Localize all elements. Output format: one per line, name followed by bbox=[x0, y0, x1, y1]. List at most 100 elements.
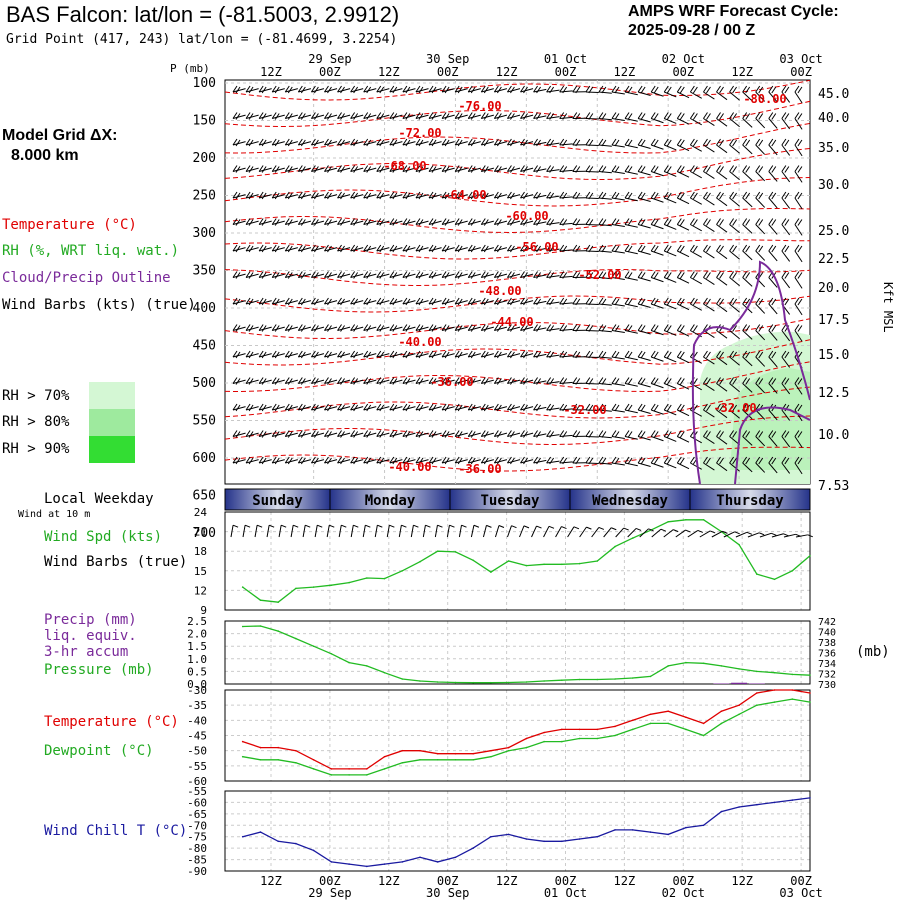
data-point bbox=[312, 849, 315, 852]
data-point bbox=[295, 637, 297, 640]
wind-barb bbox=[650, 271, 664, 283]
wind-barb bbox=[402, 271, 416, 279]
data-point bbox=[436, 681, 439, 683]
wind-barb bbox=[428, 138, 442, 147]
data-point bbox=[330, 861, 333, 863]
pressure-tick-label: 650 bbox=[193, 489, 216, 504]
pressure-axis-label: P (mb) bbox=[170, 62, 210, 75]
wind-barb bbox=[676, 430, 690, 443]
wind-barb bbox=[467, 112, 481, 120]
wind-barb bbox=[637, 244, 651, 255]
wind-barb bbox=[729, 112, 740, 128]
wind-barb-10m bbox=[723, 531, 740, 538]
data-point bbox=[738, 713, 740, 716]
data-point bbox=[720, 710, 723, 712]
wind-barb bbox=[637, 297, 651, 308]
wind-barb bbox=[428, 244, 442, 253]
wind-barb bbox=[676, 85, 690, 99]
wind-barb bbox=[624, 430, 638, 440]
wind-barb bbox=[310, 324, 325, 332]
wind-barb bbox=[689, 271, 702, 285]
wind-barb bbox=[611, 85, 625, 95]
wind-barb bbox=[337, 297, 351, 306]
wind-barb bbox=[258, 138, 272, 147]
wind-barb bbox=[650, 403, 664, 415]
wind-barb bbox=[284, 165, 298, 173]
wind-barb bbox=[310, 350, 325, 359]
panel-ytick-label: 0.5 bbox=[187, 665, 207, 678]
panel-ytick-label: 21 bbox=[194, 526, 207, 539]
wind-barb bbox=[742, 403, 753, 420]
wind-barb bbox=[245, 165, 259, 173]
wind-barb bbox=[598, 377, 612, 386]
data-point bbox=[649, 713, 652, 716]
panel-ytick-label: -80 bbox=[187, 842, 207, 855]
wind-barb bbox=[742, 324, 753, 340]
data-point bbox=[543, 680, 545, 682]
wind-barb bbox=[507, 218, 521, 226]
data-point bbox=[738, 704, 740, 706]
pressure-tick-label: 250 bbox=[193, 189, 216, 204]
top-date-label: 29 Sep bbox=[308, 52, 351, 66]
wind-barb bbox=[258, 244, 272, 253]
wind-barb bbox=[585, 430, 599, 438]
wind-barb bbox=[768, 191, 778, 209]
wind-barb bbox=[467, 297, 481, 306]
wind-barb bbox=[533, 112, 547, 120]
wind-barb bbox=[284, 85, 298, 94]
wind-barb bbox=[337, 165, 351, 173]
wind-barb bbox=[493, 430, 508, 438]
data-point bbox=[366, 665, 368, 667]
wind-barb bbox=[624, 165, 638, 175]
panel-ytick-label: -75 bbox=[187, 831, 207, 844]
wind-barb bbox=[284, 191, 298, 200]
wind-barb bbox=[324, 456, 338, 465]
wind-barb bbox=[402, 85, 416, 94]
wind-barb bbox=[768, 165, 778, 182]
data-point bbox=[490, 749, 492, 752]
wind-barb bbox=[520, 430, 534, 438]
temperature-contour bbox=[225, 268, 810, 287]
wind-barb bbox=[794, 430, 803, 448]
wind-barb bbox=[703, 377, 715, 391]
wind-barb bbox=[768, 324, 778, 341]
wind-barb bbox=[376, 244, 390, 253]
data-point bbox=[578, 562, 581, 565]
wind-barb bbox=[663, 244, 677, 257]
pressure-tick-label-right: 732 bbox=[818, 670, 836, 681]
wind-barb-10m bbox=[482, 524, 492, 538]
wind-barb bbox=[755, 456, 766, 473]
wind-barb bbox=[245, 456, 259, 465]
wind-barb bbox=[245, 271, 259, 279]
panel-ytick-label: 12 bbox=[194, 584, 207, 597]
model-grid-label: Model Grid ΔX: 8.000 km bbox=[2, 126, 118, 166]
data-point bbox=[667, 665, 669, 667]
wind-barb-10m bbox=[747, 532, 765, 538]
wind-barb bbox=[520, 403, 534, 412]
wind-barb-10m bbox=[519, 525, 530, 538]
wind-barb bbox=[402, 138, 416, 147]
wind-barb bbox=[376, 350, 390, 359]
data-point bbox=[436, 861, 439, 863]
wind-barb bbox=[258, 218, 272, 226]
wind-barb bbox=[297, 297, 312, 306]
wind-barb bbox=[284, 324, 298, 332]
wind-barb bbox=[507, 112, 521, 120]
wind-barb bbox=[559, 297, 573, 306]
top-hour-label: 00Z bbox=[319, 65, 341, 79]
wind-barb bbox=[650, 218, 664, 230]
data-point bbox=[312, 768, 315, 770]
legend-pressure: Pressure (mb) bbox=[44, 662, 154, 678]
wind-barb bbox=[794, 138, 803, 157]
weekday-label: Tuesday bbox=[480, 493, 540, 509]
wind-barb bbox=[546, 85, 560, 94]
wind-barb bbox=[284, 297, 298, 306]
wind-barb bbox=[650, 244, 664, 256]
wind-barb bbox=[493, 350, 508, 359]
wind-barb bbox=[389, 244, 403, 253]
data-point bbox=[756, 573, 758, 575]
wind-barb bbox=[559, 350, 573, 359]
wind-barb-10m bbox=[675, 529, 691, 538]
panel-ytick-label: -30 bbox=[187, 684, 207, 697]
wind-barb bbox=[729, 244, 740, 260]
